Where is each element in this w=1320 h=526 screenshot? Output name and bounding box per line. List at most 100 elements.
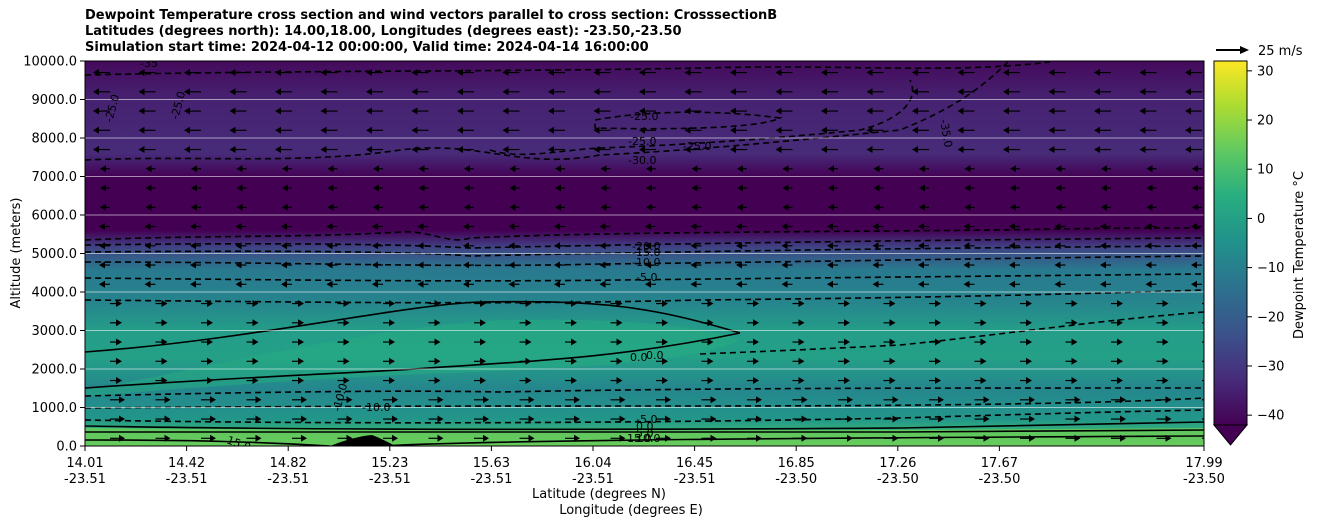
wind-vector-head <box>502 107 509 115</box>
wind-vector-head <box>457 146 463 154</box>
wind-vector-head <box>457 88 463 96</box>
wind-vector-head <box>389 377 395 385</box>
wind-vector-head <box>207 319 213 327</box>
wind-vector-head <box>753 319 759 327</box>
wind-vector-head <box>1146 184 1153 192</box>
wind-vector-head <box>710 434 717 442</box>
wind-vector-head <box>138 146 145 154</box>
wind-vector-head <box>1074 434 1081 442</box>
wind-key-label: 25 m/s <box>1258 44 1303 59</box>
wind-vector-head <box>963 280 970 288</box>
wind-vector-head <box>866 88 873 96</box>
wind-vector-head <box>821 107 827 115</box>
wind-vector-head <box>847 396 853 404</box>
wind-vector-head <box>1029 434 1035 442</box>
wind-vector-head <box>298 377 304 385</box>
wind-vector-head <box>252 319 259 327</box>
wind-vector-head <box>593 69 600 77</box>
wind-vector-head <box>983 415 990 423</box>
wind-vector-head <box>1117 338 1123 346</box>
x-tick-label-lon: -23.51 <box>572 472 614 487</box>
wind-vector-head <box>616 319 623 327</box>
wind-vector-head <box>464 165 470 173</box>
wind-vector-head <box>619 396 626 404</box>
wind-vector-head <box>684 69 691 77</box>
wind-vector-head <box>1100 261 1106 269</box>
wind-vector-head <box>99 280 105 288</box>
wind-vector-head <box>1185 126 1191 134</box>
wind-vector-head <box>892 396 899 404</box>
wind-vector-head <box>707 338 714 346</box>
wind-vector-head <box>1185 107 1191 115</box>
wind-vector-head <box>1029 415 1035 423</box>
wind-vector-head <box>827 242 833 250</box>
wind-vector-head <box>1074 415 1081 423</box>
wind-vector-head <box>690 280 697 288</box>
wind-vector-head <box>255 434 262 442</box>
wind-vector-head <box>957 126 964 134</box>
wind-vector-head <box>918 242 924 250</box>
wind-vector-head <box>184 69 190 77</box>
wind-vector-head <box>417 242 424 250</box>
wind-vector-head <box>736 223 742 231</box>
wind-vector-head <box>457 107 463 115</box>
wind-vector-head <box>298 300 304 308</box>
colorbar-gradient <box>1213 60 1248 426</box>
y-tick-label: 2000.0 <box>32 363 78 378</box>
wind-vector-head <box>730 146 736 154</box>
wind-vector-head <box>554 280 560 288</box>
wind-vector-head <box>866 146 873 154</box>
wind-vector-head <box>980 377 987 385</box>
wind-vector-head <box>782 165 789 173</box>
wind-vector-head <box>161 300 168 308</box>
wind-vector-head <box>1185 88 1191 96</box>
contour-label: -5.0 <box>636 413 657 426</box>
wind-vector-head <box>463 280 469 288</box>
wind-vector-head <box>366 126 372 134</box>
wind-vector-head <box>252 357 259 365</box>
contour-line <box>85 273 1204 282</box>
wind-vector-head <box>1101 184 1107 192</box>
wind-vector-head <box>844 377 850 385</box>
wind-vector-head <box>372 242 378 250</box>
wind-vector-head <box>190 280 196 288</box>
wind-vector-head <box>736 242 742 250</box>
wind-vector-head <box>1048 126 1055 134</box>
wind-vector-head <box>753 338 759 346</box>
wind-vector-head <box>1010 203 1016 211</box>
x-tick-label-lat: 16.85 <box>778 456 815 471</box>
wind-vector-head <box>320 69 327 77</box>
wind-vector-head <box>798 300 805 308</box>
wind-vector-head <box>571 377 577 385</box>
wind-vector-head <box>691 203 698 211</box>
colorbar-ticks: 30 20 10 0 −10 −20 −30 −40 <box>1247 64 1284 424</box>
wind-vector-head <box>980 357 987 365</box>
wind-vector-head <box>847 415 853 423</box>
wind-vector-head <box>255 396 262 404</box>
wind-vector-head <box>756 415 762 423</box>
wind-vector-head <box>935 319 941 327</box>
wind-vector-head <box>963 223 970 231</box>
wind-vector-head <box>753 357 759 365</box>
wind-vector-head <box>100 165 106 173</box>
wind-vector-head <box>343 300 350 308</box>
wind-vector-head <box>389 338 395 346</box>
wind-vector-head <box>417 280 424 288</box>
wind-vector-head <box>821 146 827 154</box>
x-tick-label-lat: 17.67 <box>981 456 1018 471</box>
wind-vector-head <box>684 88 691 96</box>
wind-vector-head <box>1010 165 1016 173</box>
wind-vector-head <box>555 184 561 192</box>
chart-title-line2: Latitudes (degrees north): 14.00,18.00, … <box>85 24 682 39</box>
wind-vector-head <box>282 165 288 173</box>
wind-vector-head <box>938 434 944 442</box>
wind-vector-head <box>372 261 378 269</box>
x-tick-label-lon: -23.51 <box>166 472 208 487</box>
wind-vector-head <box>730 107 736 115</box>
wind-vector-head <box>707 377 714 385</box>
colorbar-tick-label: −40 <box>1257 409 1284 424</box>
wind-vector-head <box>99 223 105 231</box>
wind-vector-head <box>1191 223 1197 231</box>
wind-vector-head <box>184 126 190 134</box>
contour-line <box>594 111 783 130</box>
